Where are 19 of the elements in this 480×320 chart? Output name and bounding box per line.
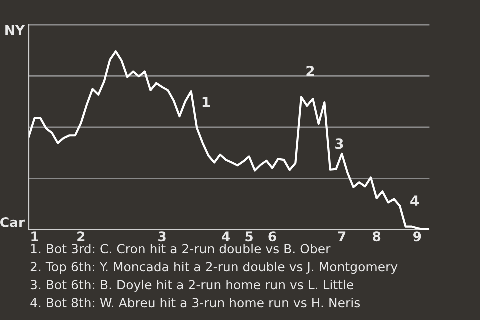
x-tick-label: 2 <box>78 232 85 242</box>
annotation: 1 <box>202 97 210 108</box>
text: 4. Bot 8th: W. Abreu hit a 3-run home run vs H. Neris <box>30 298 360 308</box>
text: Car <box>0 217 25 228</box>
x-tick-label: 9 <box>414 232 422 242</box>
x-tick-label: 4 <box>222 232 230 242</box>
annotation: 4 <box>410 196 420 206</box>
x-tick-label: 5 <box>246 232 253 242</box>
x-tick-label: 1 <box>32 232 38 242</box>
x-tick-label: 3 <box>158 232 166 242</box>
text: 2. Top 6th: Y. Moncada hit a 2-run double vs J. Montgomery <box>30 262 398 274</box>
x-tick-label: 7 <box>338 232 346 242</box>
text: 3. Bot 6th: B. Doyle hit a 2-run home run vs L. Little <box>30 280 354 292</box>
x-tick-label: 6 <box>268 232 276 242</box>
annotation: 2 <box>306 66 314 76</box>
annotation: 3 <box>336 138 344 150</box>
x-tick-label: 8 <box>373 232 381 242</box>
text: 1. Bot 3rd: C. Cron hit a 2-run double vs B. Ober <box>31 244 331 254</box>
text: NY <box>6 25 26 36</box>
